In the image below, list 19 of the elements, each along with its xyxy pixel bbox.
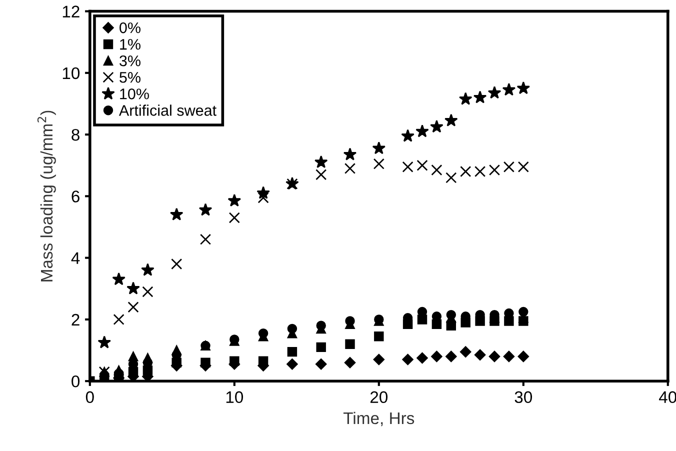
legend-label: 10%: [120, 88, 149, 100]
y-tick-label: 8: [72, 128, 80, 141]
x-tick-label: 30: [514, 391, 532, 404]
legend-label: 3%: [120, 55, 140, 66]
x-axis-title: Time, Hrs: [343, 412, 414, 426]
legend-label: 0%: [120, 22, 140, 34]
x-tick-label: 0: [86, 391, 94, 404]
y-tick-label: 6: [72, 190, 80, 202]
y-axis-title: Mass loading (ug/mm$^{2}$): [37, 110, 56, 282]
y-tick-label: 4: [71, 252, 80, 264]
legend-label: 5%: [120, 72, 140, 83]
legend-label: 1%: [120, 38, 140, 50]
y-tick-label: 2: [72, 314, 80, 326]
y-tick-label: 12: [62, 6, 80, 18]
x-tick-label: 20: [370, 391, 388, 404]
legend-label: Artificial sweat: [118, 104, 216, 116]
y-tick-label: 0: [72, 375, 80, 388]
y-tick-label: 10: [62, 67, 80, 80]
x-tick-label: 10: [226, 391, 244, 404]
